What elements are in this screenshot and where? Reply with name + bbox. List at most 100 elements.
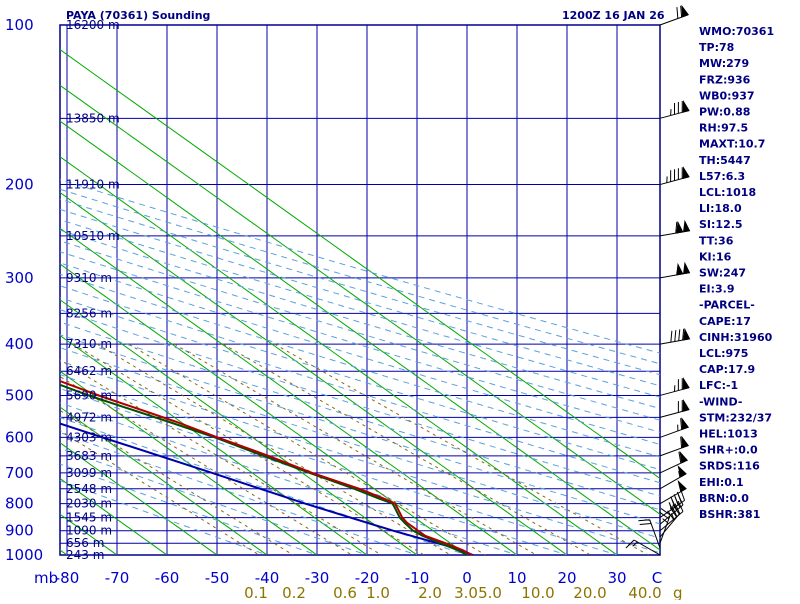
stability-index-entry: CINH:31960	[699, 331, 773, 344]
height-label: 13850 m	[66, 111, 120, 125]
mixing-ratio-label: 3.0	[454, 584, 478, 600]
stability-index-entry: LCL:1018	[699, 186, 756, 199]
wind-barb-flag	[684, 221, 690, 231]
stability-index-entry: EHI:0.1	[699, 476, 744, 489]
height-label: 4303 m	[66, 430, 112, 444]
stability-index-entry: LFC:-1	[699, 379, 738, 392]
mixing-ratio-unit-label: g	[673, 584, 683, 600]
wind-barb-feather	[640, 524, 651, 525]
wind-barb-flag	[683, 168, 689, 178]
wind-barb-flag	[684, 263, 690, 273]
stability-index-entry: TH:5447	[699, 154, 751, 167]
wind-barb-feather	[675, 330, 676, 341]
skewed-isotherm-line	[0, 25, 317, 555]
stability-index-entry: BSHR:381	[699, 508, 760, 521]
dry-adiabat-line	[0, 25, 317, 555]
wind-barb-feather	[674, 494, 678, 505]
pressure-tick-label: 500	[5, 386, 34, 404]
height-label: 2030 m	[66, 497, 112, 511]
wind-barb-flag	[682, 419, 688, 429]
stability-index-entry: CAP:17.9	[699, 363, 755, 376]
pressure-tick-label: 1000	[5, 546, 43, 564]
stability-index-entry: STM:232/37	[699, 411, 772, 424]
height-label: 2548 m	[66, 482, 112, 496]
wind-barb-flag	[677, 265, 683, 275]
station-title: PAYA (70361) Sounding	[66, 9, 210, 22]
wind-barb-feather	[626, 540, 634, 548]
stability-index-entry: SRDS:116	[699, 460, 760, 473]
wind-barb-feather	[681, 418, 682, 429]
pressure-tick-label: 300	[5, 269, 34, 287]
mixing-ratio-label: 0.6	[333, 584, 357, 600]
wind-barb	[660, 167, 689, 184]
dry-adiabat-line	[0, 25, 417, 555]
wind-barb-flag	[682, 6, 688, 16]
stability-index-entry: LI:18.0	[699, 202, 742, 215]
wind-barb-feather	[681, 6, 682, 17]
temperature-tick-label: 30	[607, 569, 626, 587]
wind-barb	[660, 437, 688, 456]
pressure-tick-label: 100	[5, 16, 34, 34]
mixing-ratio-line	[129, 344, 486, 555]
mixing-ratio-label: 5.0	[478, 584, 502, 600]
stability-index-entry: EI:3.9	[699, 283, 735, 296]
height-label: 9310 m	[66, 271, 112, 285]
dry-adiabat-line	[0, 25, 767, 555]
stability-index-entry: TT:36	[699, 234, 734, 247]
wind-barb-flag	[683, 102, 689, 112]
mixing-ratio-line	[7, 344, 352, 555]
stability-index-entry: -PARCEL-	[699, 299, 755, 312]
height-label: 11910 m	[66, 178, 120, 192]
dry-adiabat-line	[0, 25, 367, 555]
wind-barb-feather	[671, 497, 675, 508]
pressure-tick-label: 600	[5, 428, 34, 446]
temperature-tick-label: -70	[105, 569, 130, 587]
mixing-ratio-line	[275, 344, 649, 555]
wind-barb	[638, 520, 660, 548]
wind-barb-feather	[681, 437, 682, 448]
stability-index-entry: WMO:70361	[699, 25, 774, 38]
stability-index-entry: -WIND-	[699, 395, 742, 408]
stability-index-entry: LCL:975	[699, 347, 748, 360]
wind-barb-flag	[684, 330, 690, 340]
wind-barb-flag	[683, 379, 689, 389]
temperature-tick-label: -50	[205, 569, 230, 587]
skewed-isotherm-line	[0, 25, 417, 555]
stability-index-entry: MAXT:10.7	[699, 138, 765, 151]
pressure-tick-label: 900	[5, 522, 34, 540]
height-label: 8256 m	[66, 306, 112, 320]
mixing-ratio-label: 0.1	[244, 584, 268, 600]
wind-barb	[660, 329, 690, 344]
stability-index-entry: BRN:0.0	[699, 492, 749, 505]
wind-barb	[660, 452, 687, 473]
stability-index-entry: L57:6.3	[699, 170, 745, 183]
temperature-tick-label: -30	[305, 569, 330, 587]
temperature-tick-label: -60	[155, 569, 180, 587]
wind-barb	[660, 378, 689, 395]
pressure-tick-label: 200	[5, 176, 34, 194]
stability-index-entry: WB0:937	[699, 89, 755, 102]
wind-barb	[660, 101, 689, 118]
height-label: 4972 m	[66, 410, 112, 424]
height-label: 5690 m	[66, 388, 112, 402]
temperature-tick-label: -80	[55, 569, 80, 587]
height-label: 3099 m	[66, 466, 112, 480]
wind-barb-flag	[680, 452, 687, 462]
mixing-ratio-label: 1.0	[366, 584, 390, 600]
height-label: 7310 m	[66, 337, 112, 351]
mixing-ratio-label: 40.0	[628, 584, 661, 600]
stability-index-entry: KI:16	[699, 250, 732, 263]
wind-barb-flag	[682, 437, 688, 447]
height-label: 243 m	[66, 548, 104, 562]
pressure-tick-label: 700	[5, 464, 34, 482]
height-label: 10510 m	[66, 229, 120, 243]
mixing-ratio-label: 10.0	[521, 584, 554, 600]
valid-time: 1200Z 16 JAN 26	[562, 9, 665, 22]
height-label: 1545 m	[66, 511, 112, 525]
stability-index-entry: FRZ:936	[699, 73, 751, 86]
pressure-tick-label: 400	[5, 335, 34, 353]
height-label: 6462 m	[66, 364, 112, 378]
height-label: 3683 m	[66, 449, 112, 463]
wind-barb	[660, 263, 690, 278]
